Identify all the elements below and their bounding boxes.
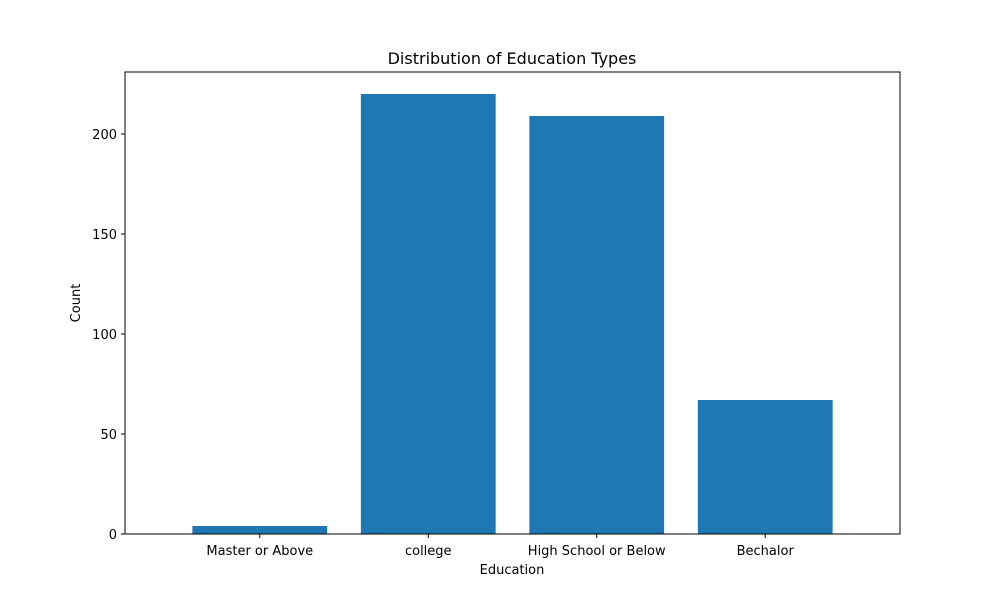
y-axis-label: Count <box>69 284 84 323</box>
bar-2 <box>529 116 665 534</box>
x-tick-label-1: college <box>405 544 452 559</box>
x-tick-label-3: Bechalor <box>737 544 795 559</box>
bars-group <box>192 94 833 534</box>
y-axis-ticks: 0 50 100 150 200 <box>92 128 125 543</box>
bar-0 <box>192 526 328 534</box>
y-tick-label-3: 150 <box>92 228 117 243</box>
x-axis-label: Education <box>480 563 545 578</box>
x-tick-label-2: High School or Below <box>528 544 666 559</box>
chart-title: Distribution of Education Types <box>388 49 637 68</box>
x-tick-label-0: Master or Above <box>206 544 313 559</box>
y-tick-label-2: 100 <box>92 328 117 343</box>
y-tick-label-4: 200 <box>92 128 117 143</box>
bar-1 <box>360 94 496 534</box>
bar-3 <box>697 400 833 534</box>
y-tick-label-1: 50 <box>100 428 117 443</box>
y-tick-label-0: 0 <box>109 528 117 543</box>
x-axis-ticks: Master or Above college High School or Bel… <box>206 534 794 559</box>
plot-frame <box>124 71 901 535</box>
